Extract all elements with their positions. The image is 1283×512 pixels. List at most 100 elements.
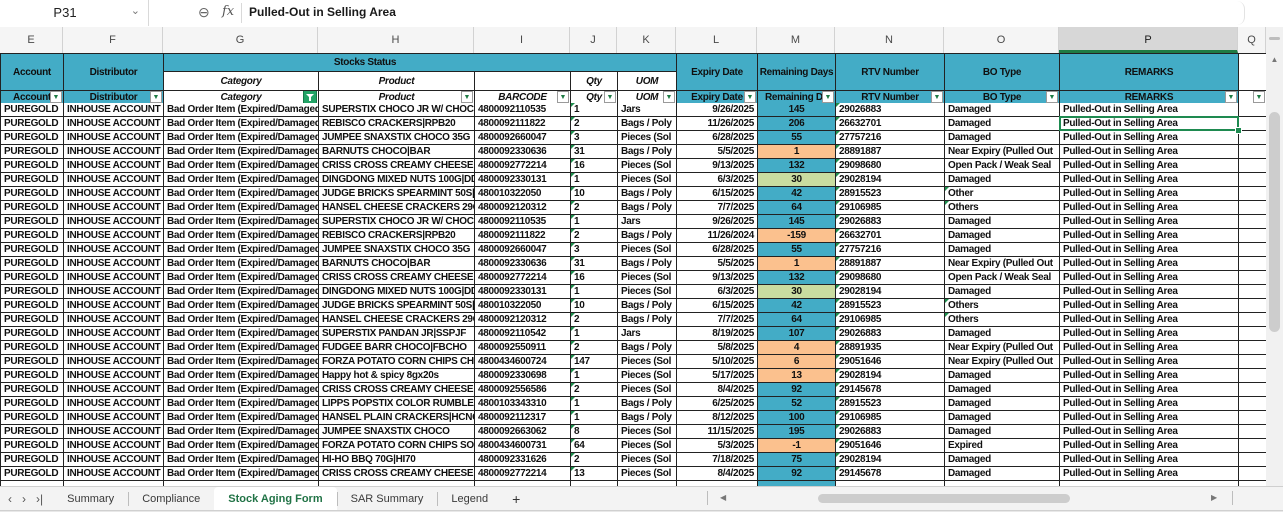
cell-bo_type[interactable]: Damaged: [945, 453, 1060, 467]
cell-qty[interactable]: 31: [571, 257, 618, 271]
cell-uom[interactable]: Pieces (Sol: [618, 131, 677, 145]
filter-dropdown-icon[interactable]: ▼: [604, 91, 616, 103]
cell-days[interactable]: 64: [758, 201, 836, 215]
cell-uom[interactable]: Jars: [618, 103, 677, 117]
cell-category[interactable]: Bad Order Item (Expired/Damaged): [164, 341, 319, 355]
cell-expiry[interactable]: 11/26/2025: [677, 117, 758, 131]
cell-q[interactable]: [1239, 411, 1266, 425]
cell-barcode[interactable]: 4800092111822: [475, 229, 571, 243]
horizontal-scrollbar-thumb[interactable]: [818, 494, 1070, 503]
cell-barcode[interactable]: 4800092660047: [475, 131, 571, 145]
cell-distributor[interactable]: INHOUSE ACCOUNT: [64, 411, 164, 425]
cell-qty[interactable]: 1: [571, 103, 618, 117]
cell-expiry[interactable]: 5/8/2025: [677, 341, 758, 355]
cell-category[interactable]: Bad Order Item (Expired/Damaged): [164, 131, 319, 145]
cell-account[interactable]: PUREGOLD: [1, 103, 64, 117]
cell-remarks[interactable]: Pulled-Out in Selling Area: [1060, 453, 1239, 467]
filter-dropdown-icon[interactable]: ▼: [557, 91, 569, 103]
cell-uom[interactable]: Pieces (Sol: [618, 159, 677, 173]
cell-product[interactable]: HI-HO BBQ 70G|HI70: [319, 453, 475, 467]
scroll-up-icon[interactable]: ▲: [1270, 55, 1279, 64]
cell-remarks[interactable]: Pulled-Out in Selling Area: [1060, 257, 1239, 271]
cell-rtv[interactable]: 29145678: [836, 467, 945, 481]
cell-bo_type[interactable]: Damaged: [945, 229, 1060, 243]
cell-remarks[interactable]: Pulled-Out in Selling Area: [1060, 313, 1239, 327]
cell-barcode[interactable]: 4800434600724: [475, 355, 571, 369]
cell-expiry[interactable]: 11/26/2024: [677, 229, 758, 243]
cell-expiry[interactable]: 9/26/2025: [677, 103, 758, 117]
cell-q[interactable]: [1239, 229, 1266, 243]
cell-distributor[interactable]: INHOUSE ACCOUNT: [64, 201, 164, 215]
cell-account[interactable]: PUREGOLD: [1, 229, 64, 243]
cell-remarks[interactable]: Pulled-Out in Selling Area: [1060, 201, 1239, 215]
cell-product[interactable]: BARNUTS CHOCO|BAR: [319, 257, 475, 271]
cell-q[interactable]: [1239, 383, 1266, 397]
cell-bo_type[interactable]: Expired: [945, 439, 1060, 453]
cell-account[interactable]: PUREGOLD: [1, 299, 64, 313]
circle-minus-icon[interactable]: ⊖: [198, 4, 210, 20]
cell-bo_type[interactable]: Damaged: [945, 117, 1060, 131]
cell-product[interactable]: CRISS CROSS CREAMY CHEESE 20G|: [319, 271, 475, 285]
cell-rtv[interactable]: 29026883: [836, 215, 945, 229]
header-distributor[interactable]: Distributor: [64, 54, 164, 91]
cell-category[interactable]: Bad Order Item (Expired/Damaged): [164, 355, 319, 369]
cell-expiry[interactable]: 8/4/2025: [677, 467, 758, 481]
cell-product[interactable]: JUMPEE SNAXSTIX CHOCO: [319, 425, 475, 439]
cell-distributor[interactable]: INHOUSE ACCOUNT: [64, 383, 164, 397]
cell-product[interactable]: SUPERSTIX PANDAN JR|SSPJF: [319, 327, 475, 341]
cell-q[interactable]: [1239, 145, 1266, 159]
cell-barcode[interactable]: 4800092330131: [475, 285, 571, 299]
cell-days[interactable]: 13: [758, 369, 836, 383]
cell-product[interactable]: HANSEL CHEESE CRACKERS 29GX10: [319, 313, 475, 327]
cell-product[interactable]: LIPPS POPSTIX COLOR RUMBLE 20S: [319, 397, 475, 411]
cell-expiry[interactable]: 5/10/2025: [677, 355, 758, 369]
cell-uom[interactable]: Bags / Poly: [618, 299, 677, 313]
filter-dropdown-icon[interactable]: ▼: [744, 91, 756, 103]
cell-barcode[interactable]: 4800092111822: [475, 117, 571, 131]
cell-qty[interactable]: 1: [571, 411, 618, 425]
cell-account[interactable]: PUREGOLD: [1, 383, 64, 397]
cell-bo_type[interactable]: Near Expiry (Pulled Out: [945, 145, 1060, 159]
cell-q[interactable]: [1239, 425, 1266, 439]
cell-rtv[interactable]: 28915523: [836, 187, 945, 201]
cell-account[interactable]: PUREGOLD: [1, 355, 64, 369]
cell-expiry[interactable]: 6/3/2025: [677, 285, 758, 299]
cell-product[interactable]: CRISS CROSS CREAMY CHEESE 71G|: [319, 383, 475, 397]
cell-rtv[interactable]: 28891887: [836, 257, 945, 271]
cell-uom[interactable]: Pieces (Sol: [618, 173, 677, 187]
cell-remarks[interactable]: Pulled-Out in Selling Area: [1060, 103, 1239, 117]
cell-qty[interactable]: 16: [571, 271, 618, 285]
header-expiry-date[interactable]: Expiry Date: [677, 54, 758, 91]
cell-remarks[interactable]: Pulled-Out in Selling Area: [1060, 187, 1239, 201]
cell-account[interactable]: PUREGOLD: [1, 243, 64, 257]
cell-account[interactable]: [1, 481, 64, 487]
cell-rtv[interactable]: 29106985: [836, 313, 945, 327]
cell-days[interactable]: 195: [758, 425, 836, 439]
header-remarks[interactable]: REMARKS: [1060, 54, 1239, 91]
cell-distributor[interactable]: INHOUSE ACCOUNT: [64, 439, 164, 453]
cell-distributor[interactable]: INHOUSE ACCOUNT: [64, 341, 164, 355]
cell-rtv[interactable]: 29026883: [836, 103, 945, 117]
cell-distributor[interactable]: INHOUSE ACCOUNT: [64, 299, 164, 313]
cell-qty[interactable]: 2: [571, 117, 618, 131]
cell-qty[interactable]: [571, 481, 618, 487]
cell-remarks[interactable]: Pulled-Out in Selling Area: [1060, 467, 1239, 481]
cell-q[interactable]: [1239, 215, 1266, 229]
cell-rtv[interactable]: 28915523: [836, 299, 945, 313]
cell-q[interactable]: [1239, 341, 1266, 355]
column-header-q[interactable]: Q: [1238, 27, 1266, 53]
cell-barcode[interactable]: 4800092120312: [475, 313, 571, 327]
cell-product[interactable]: REBISCO CRACKERS|RPB20: [319, 117, 475, 131]
cell-bo_type[interactable]: [945, 481, 1060, 487]
cell-barcode[interactable]: 4800092330636: [475, 145, 571, 159]
cell-barcode[interactable]: 4800434600731: [475, 439, 571, 453]
header-blank[interactable]: [475, 72, 571, 91]
cell-q[interactable]: [1239, 187, 1266, 201]
cell-days[interactable]: 52: [758, 397, 836, 411]
cell-uom[interactable]: Bags / Poly: [618, 313, 677, 327]
cell-account[interactable]: PUREGOLD: [1, 369, 64, 383]
cell-expiry[interactable]: 5/5/2025: [677, 257, 758, 271]
cell-category[interactable]: Bad Order Item (Expired/Damaged): [164, 271, 319, 285]
cell-uom[interactable]: Bags / Poly: [618, 145, 677, 159]
cell-uom[interactable]: Bags / Poly: [618, 187, 677, 201]
